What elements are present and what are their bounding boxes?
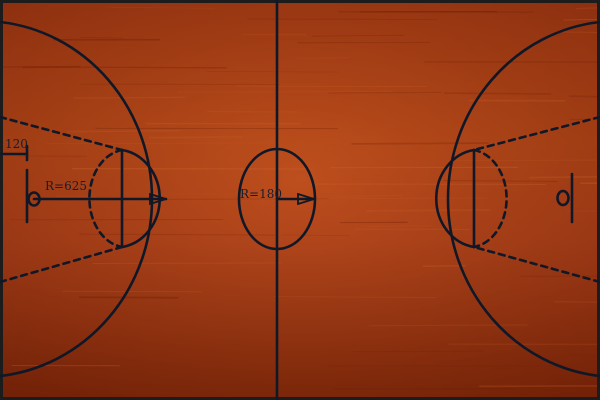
wood-grain-streak bbox=[149, 137, 243, 138]
wood-grain-streak bbox=[298, 42, 430, 43]
corner-distance-label: 120 bbox=[5, 137, 28, 151]
wood-grain-streak bbox=[178, 91, 392, 92]
wood-grain-streak bbox=[62, 291, 202, 292]
wood-grain-streak bbox=[79, 297, 178, 298]
wood-grain-streak bbox=[92, 263, 281, 264]
wood-grain-streak bbox=[479, 386, 600, 387]
wood-grain-streak bbox=[366, 210, 491, 211]
wood-grain-streak bbox=[444, 93, 551, 94]
wood-grain-streak bbox=[576, 8, 600, 9]
wood-grain-streak bbox=[68, 131, 180, 132]
wood-grain-streak bbox=[529, 177, 600, 178]
wood-grain-streak bbox=[328, 92, 441, 93]
center-circle-radius-label: R=180 bbox=[240, 187, 282, 201]
three-point-radius-label: R=625 bbox=[45, 179, 87, 193]
wood-grain-streak bbox=[555, 302, 600, 303]
wood-grain-streak bbox=[351, 143, 488, 144]
